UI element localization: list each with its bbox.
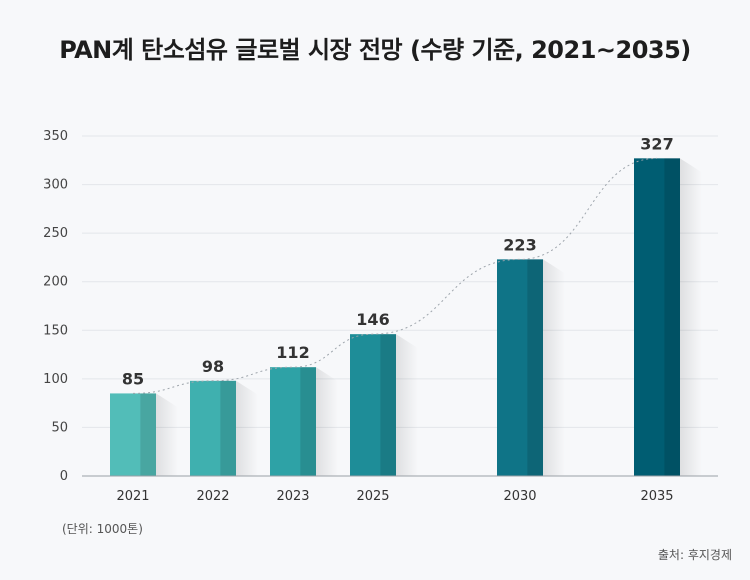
bar-shadow — [316, 367, 338, 476]
y-tick-label: 200 — [43, 275, 68, 290]
unit-note: (단위: 1000톤) — [62, 522, 143, 536]
bar-2022 — [190, 380, 236, 476]
bars — [110, 158, 702, 477]
y-tick-label: 150 — [43, 323, 68, 338]
bar-2030 — [497, 259, 543, 476]
data-label-2025: 146 — [356, 310, 389, 329]
bar-shadow — [156, 393, 178, 476]
x-tick-label-2025: 2025 — [356, 489, 389, 504]
x-tick-label-2023: 2023 — [276, 489, 309, 504]
y-tick-label: 0 — [60, 469, 68, 484]
bar-facet — [527, 259, 543, 476]
bar-facet — [220, 380, 236, 476]
x-axis-categories: 2021 2022 2023 2025 2030 2035 — [116, 489, 673, 504]
data-label-2035: 327 — [640, 134, 673, 153]
x-tick-label-2021: 2021 — [116, 489, 149, 504]
data-label-2022: 98 — [202, 357, 224, 376]
bar-2021 — [110, 393, 156, 476]
bar-2023 — [270, 367, 316, 476]
bar-shadow — [680, 158, 702, 477]
bar-2025 — [350, 334, 396, 476]
bar-facet — [300, 367, 316, 476]
data-label-2030: 223 — [503, 235, 536, 254]
bar-shadow — [236, 380, 258, 476]
y-tick-label: 350 — [43, 129, 68, 144]
chart-title: PAN계 탄소섬유 글로벌 시장 전망 (수량 기준, 2021~2035) — [59, 36, 691, 64]
y-tick-label: 100 — [43, 372, 68, 387]
x-tick-label-2035: 2035 — [640, 489, 673, 504]
bar-shadow — [396, 334, 418, 476]
x-tick-label-2030: 2030 — [503, 489, 536, 504]
bar-facet — [140, 393, 156, 476]
trend-line — [132, 157, 658, 394]
source-note: 출처: 후지경제 — [657, 548, 732, 562]
y-tick-label: 300 — [43, 178, 68, 193]
data-label-2021: 85 — [122, 369, 144, 388]
bar-shadow — [543, 259, 565, 476]
y-tick-label: 250 — [43, 226, 68, 241]
bar-facet — [664, 158, 680, 477]
data-label-2023: 112 — [276, 343, 309, 362]
bar-2035 — [634, 158, 680, 477]
y-axis-ticks: 0 50 100 150 200 250 300 350 — [43, 129, 68, 484]
y-tick-label: 50 — [51, 420, 68, 435]
data-labels: 85 98 112 146 223 327 — [122, 134, 674, 388]
trend-curve — [132, 157, 658, 394]
x-tick-label-2022: 2022 — [196, 489, 229, 504]
bar-facet — [380, 334, 396, 476]
